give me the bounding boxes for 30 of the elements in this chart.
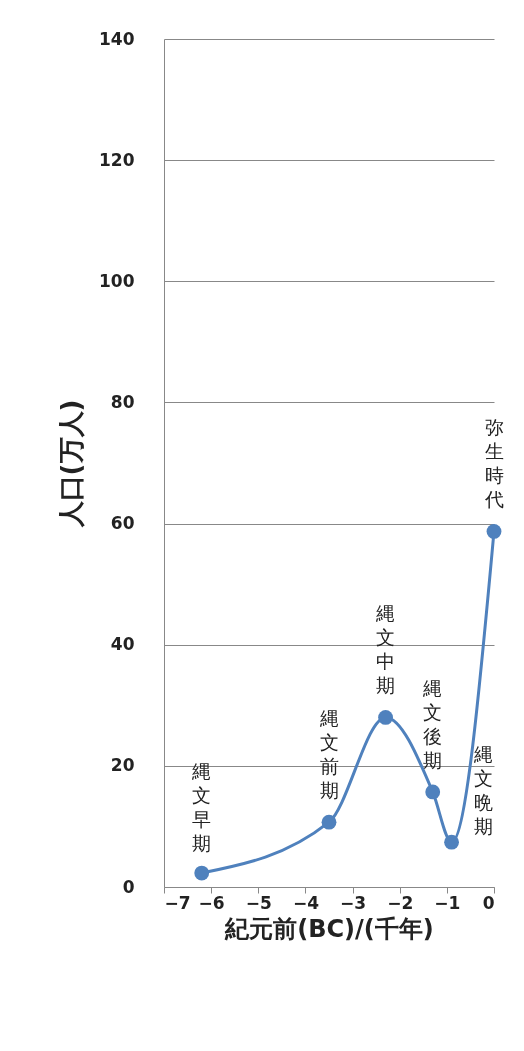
y-tick-label: 60	[110, 513, 135, 534]
y-tick-label: 40	[110, 634, 135, 655]
annotation: 縄文晩期	[472, 743, 493, 838]
x-tick-label: −3	[340, 892, 367, 913]
y-tick-label: 120	[99, 149, 135, 170]
y-tick-label: 0	[122, 876, 135, 897]
x-axis-title: 紀元前(BC)/(千年)	[224, 914, 434, 943]
y-tick-label: 100	[99, 270, 135, 291]
point	[486, 524, 502, 539]
point	[425, 784, 441, 800]
x-tick-label: −2	[387, 892, 414, 913]
point	[194, 865, 210, 881]
y-tick-label: 140	[99, 28, 135, 49]
point	[444, 834, 459, 850]
annotation: 縄文早期	[191, 760, 212, 855]
annotation: 弥生時代	[483, 416, 504, 511]
y-axis-title: 人口(万人)	[56, 399, 87, 529]
annotation: 縄文中期	[375, 602, 396, 697]
x-tick-label: −1	[434, 892, 461, 913]
x-tick-label: −5	[245, 892, 272, 913]
annotation: 縄文後期	[422, 676, 443, 771]
y-tick-label: 80	[110, 391, 135, 412]
x-tick-label: −6	[198, 892, 225, 913]
annotation: 縄文前期	[318, 707, 339, 802]
x-tick-label: −4	[292, 892, 320, 913]
x-tick-label: 0	[482, 892, 495, 913]
point	[321, 814, 337, 830]
x-tick-label: −7	[164, 892, 191, 913]
y-tick-label: 20	[110, 755, 135, 776]
point	[378, 710, 393, 725]
